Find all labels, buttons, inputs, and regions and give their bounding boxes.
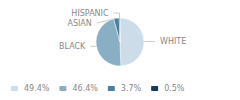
svg-text:0.5%: 0.5% [164,84,185,93]
svg-text:WHITE: WHITE [160,37,186,46]
svg-text:49.4%: 49.4% [24,84,50,93]
svg-text:HISPANIC: HISPANIC [71,9,109,18]
svg-text:46.4%: 46.4% [72,84,98,93]
svg-text:BLACK: BLACK [59,42,86,51]
svg-text:3.7%: 3.7% [121,84,142,93]
svg-text:ASIAN: ASIAN [67,19,91,28]
